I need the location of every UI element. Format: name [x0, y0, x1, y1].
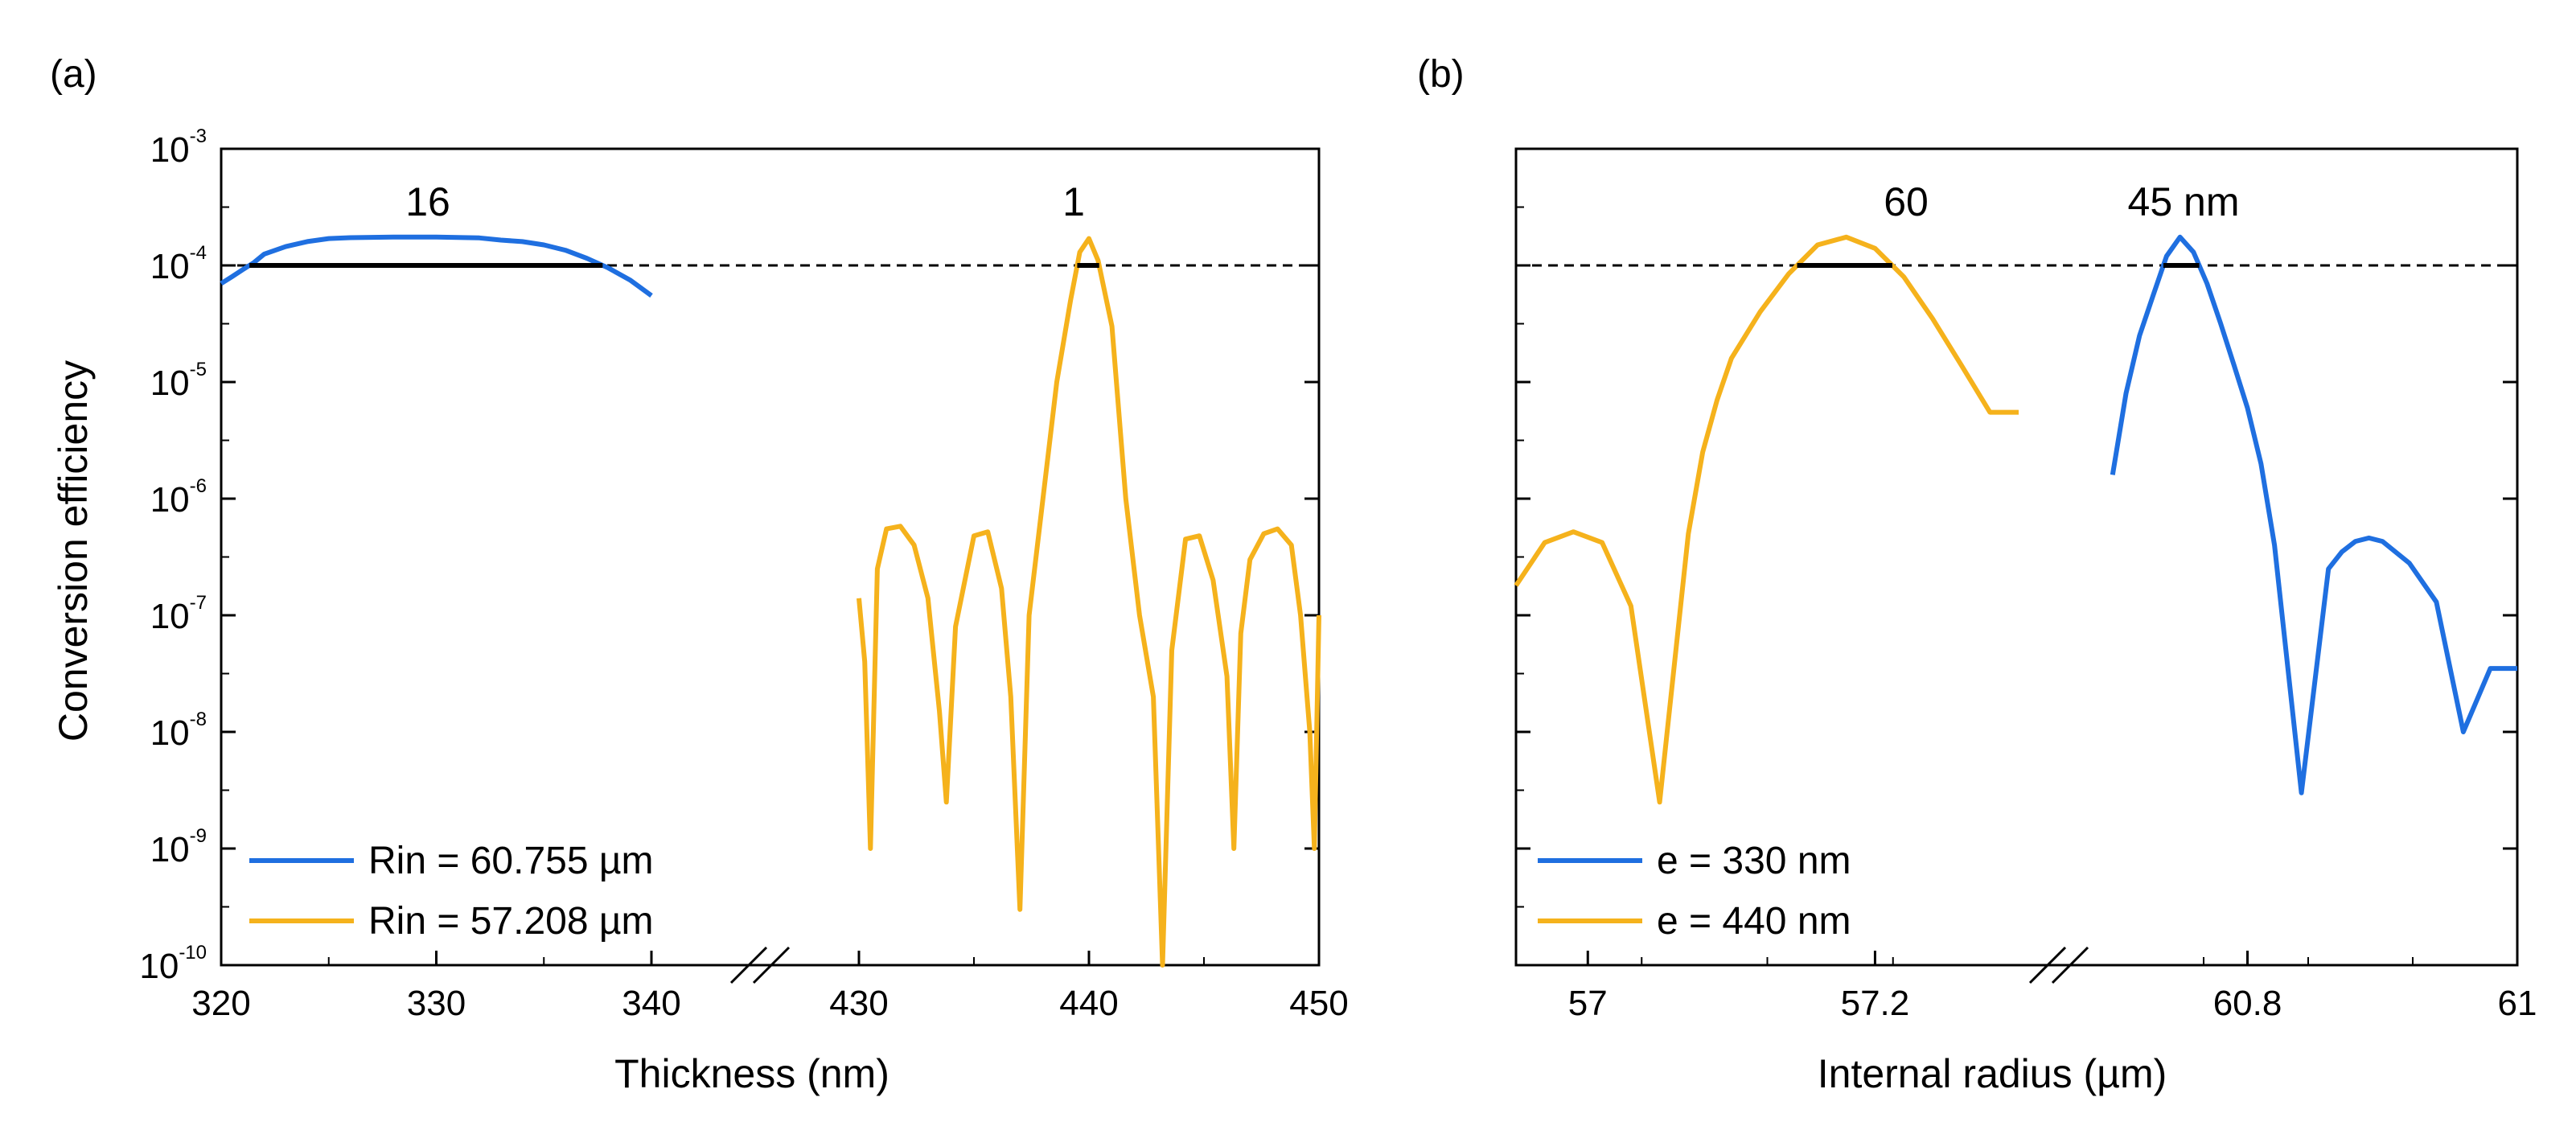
series-line-a-1: [857, 236, 1321, 968]
panel-a-label: (a): [50, 53, 97, 96]
legend-label-rin-57208: Rin = 57.208 µm: [368, 900, 654, 943]
panel-b-frame: [1514, 147, 2519, 967]
panel-b-annotation-45nm: 45 nm: [2128, 179, 2240, 224]
panel-a-legend: Rin = 60.755 µm Rin = 57.208 µm: [249, 840, 654, 943]
y-tick-label: 10-3: [150, 125, 207, 170]
y-tick-label: 10-9: [150, 825, 207, 869]
panel-a: (a) Conversion efficiency Thickness (nm)…: [50, 53, 1349, 1096]
x-tick-label: 430: [829, 984, 888, 1023]
y-tick-label: 10-7: [150, 592, 207, 636]
panel-b-x-axis-label: Internal radius (µm): [1818, 1051, 2167, 1096]
x-tick-label: 57: [1568, 984, 1608, 1023]
series-line-a-0: [220, 234, 653, 298]
panel-a-frame: [220, 147, 1321, 967]
x-tick-label: 60.8: [2213, 984, 2282, 1023]
x-tick-label: 440: [1059, 984, 1118, 1023]
series-line-b-1: [1514, 234, 2019, 805]
legend-label-e-440: e = 440 nm: [1657, 900, 1851, 943]
panel-a-plot-area: [220, 147, 1321, 968]
x-tick-label: 450: [1289, 984, 1348, 1023]
y-tick-label: 10-8: [150, 709, 207, 753]
x-tick-label: 340: [622, 984, 680, 1023]
legend-label-rin-60755: Rin = 60.755 µm: [368, 840, 654, 882]
panel-a-x-axis-label: Thickness (nm): [614, 1051, 889, 1096]
panel-b-plot-area: [1514, 147, 2519, 967]
panel-b-label: (b): [1417, 53, 1465, 96]
panel-a-annotation-16: 16: [405, 179, 450, 224]
y-tick-label: 10-4: [150, 242, 207, 286]
panel-a-y-ticks: 10-10 10-9 10-8 10-7 10-6 10-5 10-4 10-3: [139, 125, 1319, 986]
panel-b: (b) Internal radius (µm) 57 57.2 60.8 61 60…: [1417, 53, 2537, 1096]
series-line-b-0: [2110, 234, 2517, 795]
panel-b-annotation-60: 60: [1884, 179, 1929, 224]
panel-b-x-ticks: 57 57.2 60.8 61: [1568, 946, 2537, 1023]
panel-a-annotation-1: 1: [1062, 179, 1085, 224]
y-tick-label: 10-5: [150, 359, 207, 403]
legend-label-e-330: e = 330 nm: [1657, 840, 1851, 882]
panel-a-x-ticks: 320 330 340 430 440 450: [191, 946, 1349, 1023]
y-tick-label: 10-6: [150, 475, 207, 520]
panel-a-y-axis-label: Conversion efficiency: [51, 360, 96, 742]
x-tick-label: 330: [407, 984, 466, 1023]
x-tick-label: 61: [2498, 984, 2537, 1023]
y-tick-label: 10-10: [139, 942, 207, 986]
panel-b-legend: e = 330 nm e = 440 nm: [1538, 840, 1851, 943]
x-tick-label: 57.2: [1841, 984, 1910, 1023]
x-tick-label: 320: [191, 984, 250, 1023]
